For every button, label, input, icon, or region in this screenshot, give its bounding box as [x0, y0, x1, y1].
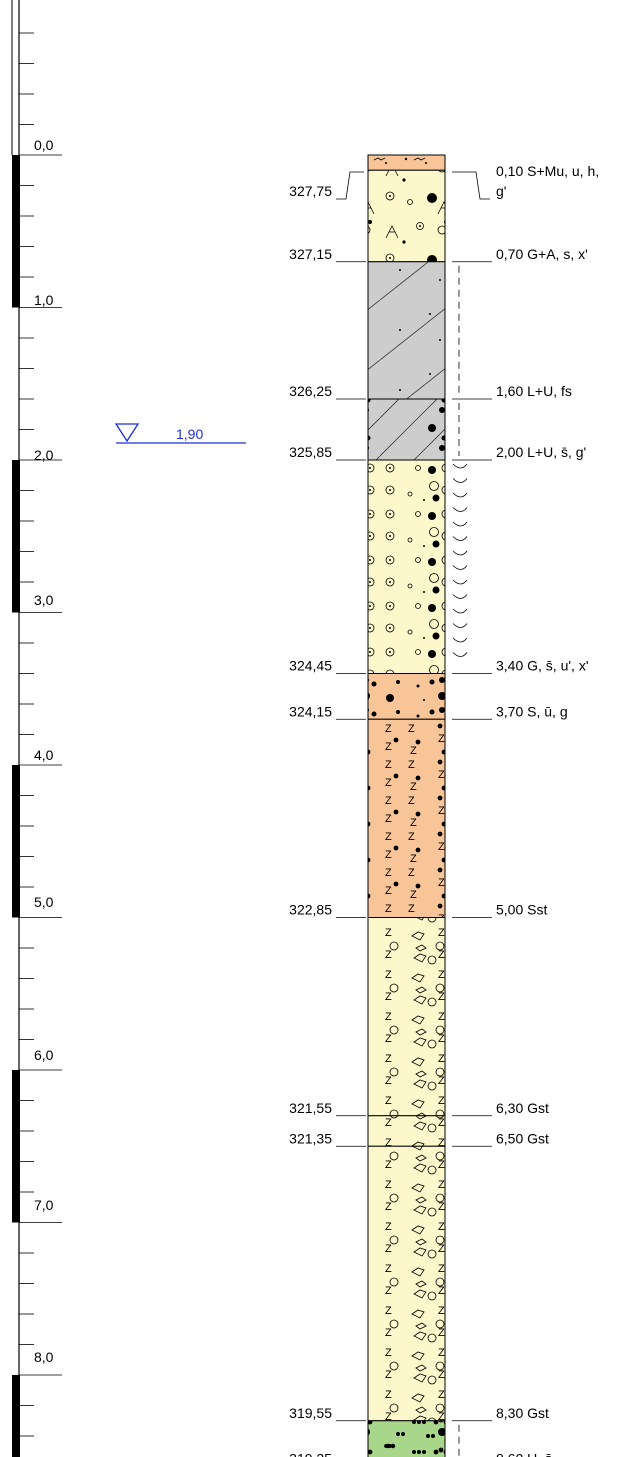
depth-label: 2,0: [34, 447, 54, 463]
layer-elevation: 321,55: [289, 1100, 332, 1116]
layer-pattern: [368, 460, 445, 674]
soil-column: [367, 154, 468, 1457]
moisture-indicator: [452, 521, 468, 527]
layer-depth-description: 6,30 Gst: [496, 1100, 549, 1116]
layer-depth-description: 6,50 Gst: [496, 1130, 549, 1146]
layer-elevation: 326,25: [289, 383, 332, 399]
layer-elevation: 319,25: [289, 1451, 332, 1457]
layer-depth-description: 5,00 Sst: [496, 902, 547, 918]
layer-elevation: 321,35: [289, 1130, 332, 1146]
elevation-leader-line: [336, 171, 364, 200]
moisture-indicator: [452, 579, 468, 585]
layer-elevation: 322,85: [289, 902, 332, 918]
layer-elevation: 327,75: [289, 183, 332, 199]
moisture-indicator: [452, 623, 468, 628]
depth-label: 7,0: [34, 1197, 54, 1213]
layer-pattern: [368, 399, 445, 460]
layer-pattern: [368, 155, 445, 171]
layer-pattern: [368, 170, 445, 262]
layer-elevation: 324,45: [289, 658, 332, 674]
moisture-indicator: [452, 652, 468, 657]
water-level-value: 1,90: [176, 426, 203, 442]
moisture-indicator: [452, 507, 468, 512]
moisture-indicator: [452, 637, 468, 643]
moisture-indicator: [452, 565, 468, 570]
layer-elevation: 324,15: [289, 703, 332, 719]
layer-depth-description: 3,70 S, ū, g: [496, 703, 568, 719]
layer-depth-description: 2,00 L+U, s̄, g': [496, 444, 586, 460]
layer-elevation: 319,55: [289, 1405, 332, 1421]
layer-pattern: [368, 673, 445, 720]
water-level-triangle-icon: [114, 423, 140, 443]
depth-label: 4,0: [34, 747, 54, 763]
depth-label: 6,0: [34, 1047, 54, 1063]
depth-scale: 0,0 1,0 2,0 3,0 4,0 5,0 6,0 7,0 8,0: [11, 0, 62, 1457]
moisture-indicator: [452, 478, 468, 483]
depth-label: 8,0: [34, 1349, 54, 1365]
scale-bar-segment: [12, 1375, 20, 1457]
moisture-indicator: [452, 536, 468, 541]
layer-depth: 0,10 S+Mu, u, h,: [496, 163, 599, 179]
layer-outline: [367, 1420, 446, 1457]
scale-bar-segment: [12, 460, 20, 613]
layer-elevation: 325,85: [289, 444, 332, 460]
layer-pattern: [368, 1146, 445, 1421]
depth-label: 1,0: [34, 292, 54, 308]
layer-elevation: 327,15: [289, 246, 332, 262]
layer-pattern: [368, 1115, 445, 1147]
scale-bar-segment: [12, 1070, 20, 1223]
layer-depth-description: 1,60 L+U, fs: [496, 383, 572, 399]
moisture-indicator: [452, 492, 468, 498]
layer-pattern: [368, 917, 445, 1116]
scale-bar-segment: [12, 765, 20, 918]
moisture-indicator: [452, 608, 468, 614]
layer-description: g': [496, 183, 506, 199]
depth-label: 3,0: [34, 592, 54, 608]
scale-bar-segment: [12, 155, 20, 308]
layer-depth-description: 3,40 G, s̄, u', x': [496, 658, 589, 674]
depth-leader-line: [452, 171, 490, 200]
layer-depth-description: 0,70 G+A, s, x': [496, 246, 588, 262]
groundwater-marker: 1,90: [114, 423, 246, 444]
layer-pattern: [368, 719, 445, 918]
layer-annotations: 327,75 0,10 S+Mu, u, h, g' 327,15 0,70 G+A, …: [289, 163, 599, 1457]
layer-pattern: [368, 261, 445, 399]
layer-pattern: [368, 1420, 445, 1457]
depth-label: 5,0: [34, 894, 54, 910]
moisture-indicator: [452, 463, 468, 469]
moisture-indicator: [452, 594, 468, 599]
depth-label: 0,0: [34, 137, 54, 153]
moisture-indicator: [452, 550, 468, 556]
layer-depth-description: 8,60 U, s̄: [496, 1451, 552, 1457]
layer-depth-description: 8,30 Gst: [496, 1405, 549, 1421]
